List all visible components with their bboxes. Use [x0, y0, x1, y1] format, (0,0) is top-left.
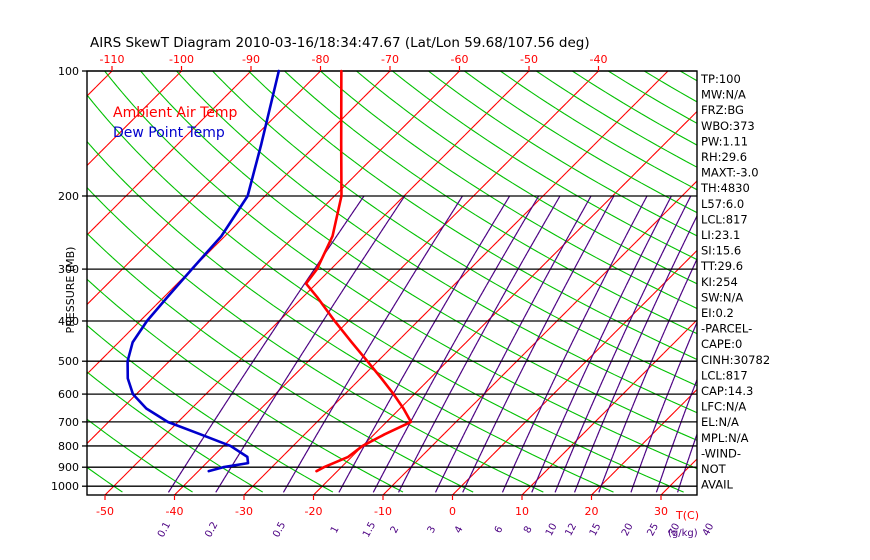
mixing-ratio-tick-label: 40 — [701, 522, 717, 538]
pressure-tick-label: 800 — [58, 440, 79, 453]
info-item: MAXT:-3.0 — [701, 166, 759, 180]
bottom-axis-unit-label: T(C) — [675, 509, 699, 522]
mixing-ratio-tick-label: 20 — [620, 522, 636, 538]
mixing-ratio-tick-label: 2 — [389, 524, 402, 535]
top-temp-tick-label: -70 — [381, 53, 399, 66]
page-title: AIRS SkewT Diagram 2010-03-16/18:34:47.6… — [90, 35, 590, 51]
mixing-ratio-tick-label: 25 — [645, 522, 661, 538]
mixing-ratio-tick-label: 3 — [426, 524, 439, 535]
profile-dew-point-temp — [126, 69, 281, 473]
bottom-temp-tick-label: -50 — [96, 505, 114, 518]
info-item: -PARCEL- — [701, 322, 752, 336]
bottom-temp-tick-label: -40 — [166, 505, 184, 518]
info-item: NOT — [701, 462, 727, 476]
mixing-ratio-tick-label: 12 — [563, 522, 579, 538]
info-item: LFC:N/A — [701, 400, 746, 414]
bottom-temp-tick-label: -30 — [235, 505, 253, 518]
info-item: KI:254 — [701, 275, 738, 289]
mixing-ratio-tick-label: 6 — [493, 524, 506, 535]
info-item: TT:29.6 — [700, 259, 743, 273]
pressure-tick-label: 200 — [58, 190, 79, 203]
info-item: -WIND- — [701, 446, 741, 460]
info-item: EI:0.2 — [701, 306, 734, 320]
bottom-temperature-axis-ticks: -50 -40 -30 -20 -10 0 10 20 30 — [96, 495, 668, 518]
mixing-ratio-tick-label: 15 — [588, 522, 604, 538]
info-item: PW:1.11 — [701, 134, 748, 148]
pressure-tick-label: 400 — [58, 315, 79, 328]
info-item: TH:4830 — [700, 181, 750, 195]
info-item: LCL:817 — [701, 368, 748, 382]
info-item: CAP:14.3 — [701, 384, 753, 398]
mixing-ratio-tick-label: 30 — [667, 522, 683, 538]
info-item: CINH:30782 — [701, 353, 770, 367]
bottom-temp-tick-label: 30 — [654, 505, 668, 518]
info-item: L57:6.0 — [701, 197, 744, 211]
pressure-tick-label: 600 — [58, 388, 79, 401]
bottom-temp-tick-label: 20 — [585, 505, 599, 518]
pressure-tick-label: 100 — [58, 65, 79, 78]
sounding-profiles — [126, 69, 413, 473]
pressure-tick-label: 900 — [58, 461, 79, 474]
pressure-tick-label: 300 — [58, 263, 79, 276]
top-temp-tick-label: -50 — [520, 53, 538, 66]
top-temp-tick-label: -100 — [169, 53, 194, 66]
mixing-ratio-lines — [167, 195, 698, 493]
mixing-ratio-unit-label: (g/kg) — [668, 528, 698, 539]
top-temp-tick-label: -80 — [312, 53, 330, 66]
pressure-axis-label: PRESSURE (MB) — [64, 247, 77, 334]
pressure-tick-label: 500 — [58, 355, 79, 368]
pressure-tick-label: 700 — [58, 416, 79, 429]
info-item: WBO:373 — [701, 119, 755, 133]
plot-frame — [86, 70, 698, 496]
top-temp-tick-label: -40 — [590, 53, 608, 66]
top-temperature-axis-ticks: -110 -100 -90 -80 -70 -60 -50 -40 — [100, 53, 608, 71]
bottom-temp-tick-label: 10 — [515, 505, 529, 518]
info-item: MPL:N/A — [701, 431, 749, 445]
info-item: LCL:817 — [701, 212, 748, 226]
info-item: SW:N/A — [701, 290, 743, 304]
info-item: SI:15.6 — [701, 244, 741, 258]
pressure-axis-ticks: 100 200 300 400 500 600 700 800 900 1000 — [51, 65, 87, 493]
info-item: FRZ:BG — [701, 103, 744, 117]
info-item: EL:N/A — [701, 415, 739, 429]
legend-dew-point-temp: Dew Point Temp — [113, 125, 225, 141]
top-temp-tick-label: -90 — [242, 53, 260, 66]
legend-ambient-air-temp: Ambient Air Temp — [113, 105, 238, 121]
pressure-tick-label: 1000 — [51, 480, 79, 493]
info-item: LI:23.1 — [701, 228, 740, 242]
mixing-ratio-tick-label: 10 — [544, 522, 560, 538]
info-item: MW:N/A — [701, 88, 746, 102]
info-item: TP:100 — [700, 72, 741, 86]
top-temp-tick-label: -60 — [451, 53, 469, 66]
bottom-temp-tick-label: -20 — [305, 505, 323, 518]
info-item: RH:29.6 — [701, 150, 747, 164]
profile-ambient-air-temp — [304, 69, 413, 473]
mixing-ratio-tick-label: 8 — [522, 524, 535, 535]
top-temp-tick-label: -110 — [100, 53, 125, 66]
mixing-ratio-tick-label: 4 — [453, 524, 466, 535]
bottom-temp-tick-label: -10 — [374, 505, 392, 518]
bottom-temp-tick-label: 0 — [449, 505, 456, 518]
info-item: AVAIL — [701, 478, 734, 492]
info-item: CAPE:0 — [701, 337, 742, 351]
mixing-ratio-tick-label: 1 — [329, 524, 342, 535]
